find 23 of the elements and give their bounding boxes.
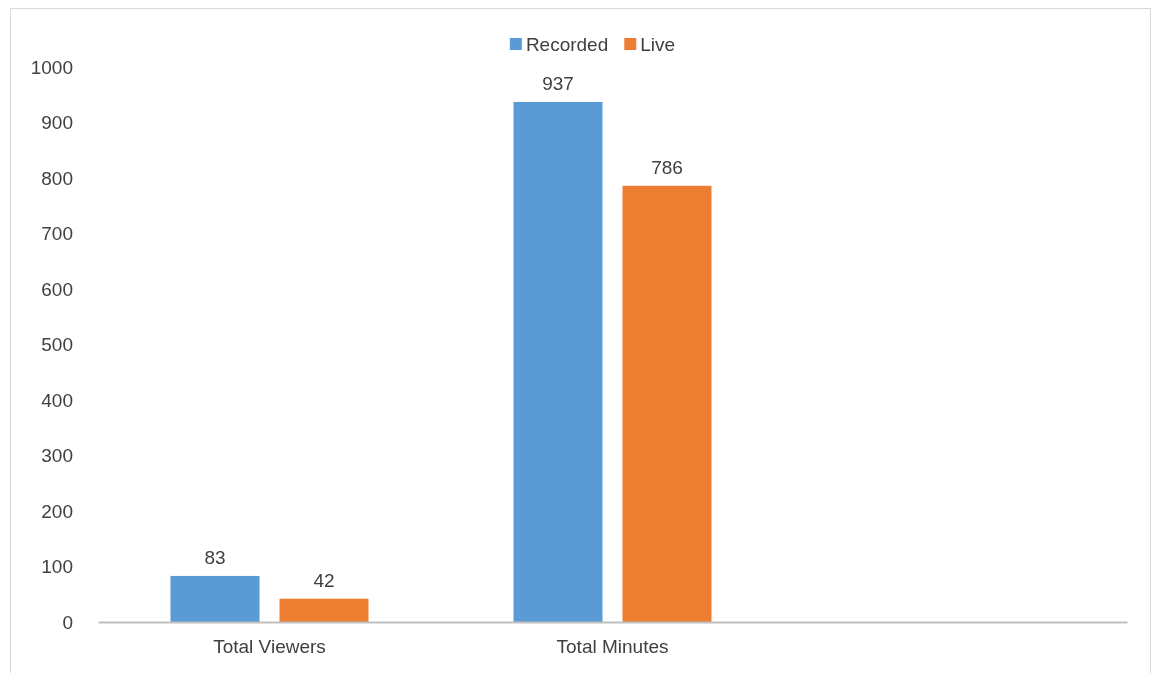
data-label: 937	[542, 72, 574, 94]
y-tick-label: 400	[41, 389, 73, 411]
y-tick-label: 900	[41, 112, 73, 134]
y-tick-label: 100	[41, 556, 73, 578]
x-tick-label: Total Viewers	[213, 636, 326, 658]
data-label: 83	[204, 546, 226, 568]
y-tick-label: 800	[41, 167, 73, 189]
y-tick-label: 300	[41, 445, 73, 467]
legend-label: Live	[640, 34, 676, 55]
bar	[170, 575, 260, 622]
y-tick-label: 1000	[30, 56, 73, 78]
bar	[279, 598, 369, 622]
x-tick-label: Total Minutes	[556, 636, 669, 658]
y-tick-label: 0	[62, 611, 73, 633]
bar	[622, 185, 712, 622]
data-label: 42	[313, 569, 335, 591]
y-tick-label: 700	[41, 223, 73, 245]
y-tick-label: 200	[41, 500, 73, 522]
y-tick-label: 500	[41, 334, 73, 356]
y-tick-label: 600	[41, 278, 73, 300]
legend-label: Recorded	[525, 34, 609, 55]
bar	[513, 101, 603, 622]
data-label: 786	[651, 156, 683, 178]
